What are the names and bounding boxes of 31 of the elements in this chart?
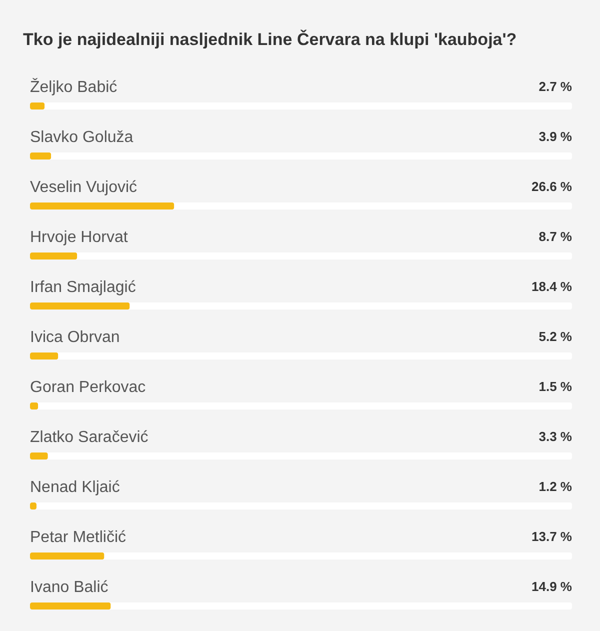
- bar: [30, 452, 48, 460]
- data-label: 3.3 %: [538, 429, 572, 444]
- chart-title: Tko je najidealniji nasljednik Line Červara na klupi 'kauboja'?: [23, 29, 517, 49]
- bar: [30, 152, 52, 160]
- bar: [30, 602, 111, 610]
- y-tick-label: Ivica Obrvan: [30, 329, 120, 346]
- data-label: 14.9 %: [532, 579, 572, 594]
- y-tick-label: Veselin Vujović: [30, 179, 138, 196]
- y-tick-label: Slavko Goluža: [30, 129, 134, 146]
- bar: [30, 302, 130, 310]
- y-tick-label: Goran Perkovac: [30, 379, 146, 396]
- data-label: 1.2 %: [538, 479, 572, 494]
- bar: [30, 252, 78, 260]
- data-label: 1.5 %: [538, 379, 572, 394]
- data-label: 2.7 %: [538, 79, 572, 94]
- data-label: 26.6 %: [532, 179, 572, 194]
- y-tick-label: Irfan Smajlagić: [30, 279, 136, 296]
- bar: [30, 352, 58, 360]
- data-label: 13.7 %: [532, 529, 572, 544]
- bar: [30, 102, 45, 110]
- y-tick-label: Nenad Kljaić: [30, 479, 120, 496]
- y-tick-label: Zlatko Saračević: [30, 429, 148, 446]
- y-tick-label: Petar Metličić: [30, 529, 126, 546]
- y-tick-label: Ivano Balić: [30, 579, 108, 596]
- data-label: 8.7 %: [538, 229, 572, 244]
- data-label: 5.2 %: [538, 329, 572, 344]
- data-label: 18.4 %: [532, 279, 572, 294]
- y-tick-label: Željko Babić: [30, 78, 118, 96]
- y-tick-label: Hrvoje Horvat: [30, 229, 128, 246]
- data-label: 3.9 %: [538, 129, 572, 144]
- bar: [30, 552, 104, 560]
